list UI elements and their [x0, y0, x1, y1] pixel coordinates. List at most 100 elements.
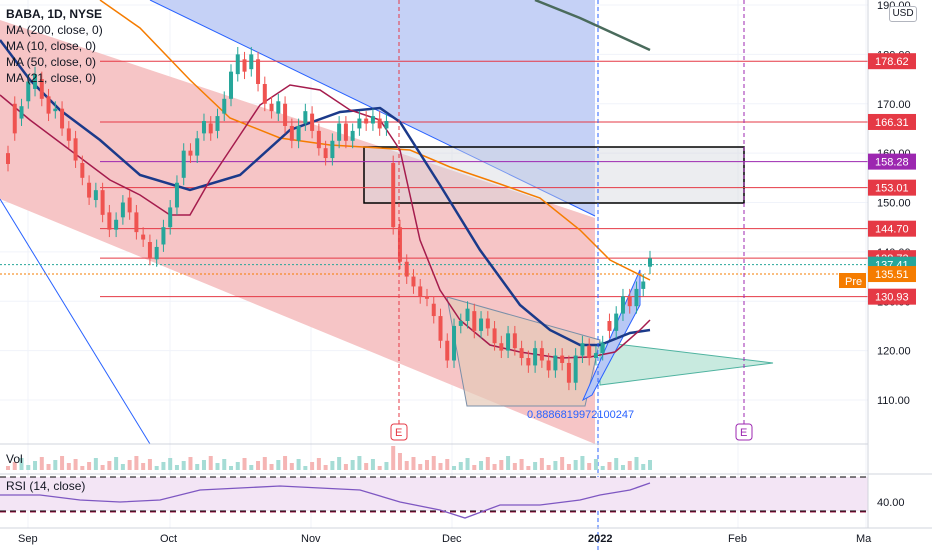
currency-button[interactable]: USD: [889, 6, 917, 22]
candle-body: [607, 321, 612, 331]
candle-body: [154, 246, 159, 260]
volume-bar: [492, 464, 497, 470]
volume-bar: [648, 460, 652, 470]
volume-bar: [33, 461, 38, 470]
candle-body: [593, 353, 598, 359]
candles: [6, 46, 652, 391]
x-tick-label: Dec: [442, 533, 462, 545]
regression-channel-lower: [0, 20, 595, 444]
earnings-marker-2[interactable]: [735, 423, 753, 441]
volume-bar: [384, 462, 389, 470]
price-tag: [868, 266, 916, 283]
candle-body: [384, 121, 389, 129]
volume-bar: [452, 466, 457, 470]
candle-body: [600, 343, 605, 354]
volume-bar: [201, 460, 206, 470]
candle-body: [539, 348, 544, 361]
candle-body: [107, 212, 112, 230]
volume-bar: [587, 463, 592, 470]
volume-bar: [438, 463, 443, 470]
chart-legend: BABA, 1D, NYSE MA (200, close, 0) MA (10…: [6, 6, 103, 86]
candle-body: [201, 121, 206, 134]
y-tick-label: 120.00: [877, 346, 911, 358]
candle-body: [330, 140, 335, 159]
volume-bar: [174, 465, 179, 470]
candle-body: [53, 108, 58, 112]
volume-bar: [296, 459, 301, 470]
volume-bar: [262, 457, 267, 470]
volume-bar: [154, 466, 159, 470]
time-axis[interactable]: Sep Oct Nov Dec 2022 Feb Ma: [18, 533, 872, 545]
volume-bar: [66, 463, 71, 470]
volume-bar: [580, 456, 585, 470]
candle-body: [100, 190, 105, 215]
volume-bar: [391, 446, 396, 470]
volume-bar: [458, 462, 463, 470]
rsi-label[interactable]: RSI (14, close): [6, 479, 86, 493]
legend-ma-50[interactable]: MA (50, close, 0): [6, 55, 97, 69]
volume-bar: [593, 459, 598, 470]
volume-bar: [465, 458, 470, 470]
volume-bar: [411, 457, 416, 470]
symbol-title[interactable]: BABA, 1D, NYSE: [6, 7, 103, 21]
volume-bar: [303, 466, 308, 470]
candle-body: [208, 123, 213, 134]
candle-body: [87, 182, 92, 198]
candle-body: [533, 348, 538, 366]
candle-body: [573, 355, 578, 383]
volume-bar: [526, 466, 531, 470]
volume-label[interactable]: Vol: [6, 452, 23, 466]
candle-body: [303, 111, 308, 124]
candle-body: [566, 362, 571, 383]
volume-bar: [229, 466, 234, 470]
volume-bar: [107, 461, 112, 470]
candle-body: [188, 150, 193, 156]
candle-body: [73, 138, 78, 161]
y-tick-label: 170.00: [877, 99, 911, 111]
volume-bar: [566, 464, 571, 470]
volume-bar: [276, 460, 281, 470]
candle-body: [431, 303, 436, 317]
candle-body: [499, 343, 504, 351]
volume-bar: [627, 461, 632, 470]
price-tag-label: 153.01: [875, 183, 909, 195]
volume-bar: [512, 463, 517, 470]
candle-body: [648, 258, 652, 267]
volume-bar: [316, 458, 321, 470]
volume-bar: [80, 466, 85, 470]
candle-body: [262, 84, 267, 104]
earnings-marker-1[interactable]: [390, 423, 408, 441]
volume-bar: [445, 459, 450, 470]
volume-bar: [120, 464, 125, 470]
candle-body: [256, 59, 261, 84]
legend-ma-200[interactable]: MA (200, close, 0): [6, 23, 103, 37]
volume-bar: [147, 459, 152, 470]
candle-body: [215, 116, 220, 131]
price-tag: [868, 288, 916, 305]
candle-body: [181, 150, 186, 178]
candle-body: [316, 130, 321, 149]
legend-ma-10[interactable]: MA (10, close, 0): [6, 39, 97, 53]
candle-body: [127, 197, 132, 213]
price-tag-label: 166.31: [875, 117, 909, 129]
candle-body: [276, 101, 281, 114]
volume-bar: [168, 458, 173, 470]
horizontal-levels: [0, 60, 868, 298]
candle-body: [424, 296, 429, 299]
candle-body: [147, 242, 152, 258]
legend-ma-21[interactable]: MA (21, close, 0): [6, 71, 97, 85]
candle-body: [343, 123, 348, 141]
volume-bar: [141, 463, 146, 470]
volume-bar: [6, 466, 10, 470]
price-tag-label: 130.93: [875, 292, 909, 304]
volume-bar: [431, 456, 436, 470]
volume-bar: [283, 456, 288, 470]
volume-bar: [350, 460, 355, 470]
candle-body: [458, 321, 463, 326]
earnings-marker-1-label: E: [395, 427, 402, 439]
candle-body: [323, 148, 328, 159]
y-tick-label: 110.00: [877, 395, 910, 407]
moving-averages: [0, 0, 651, 359]
candle-body: [526, 358, 531, 366]
candle-body: [168, 207, 173, 228]
